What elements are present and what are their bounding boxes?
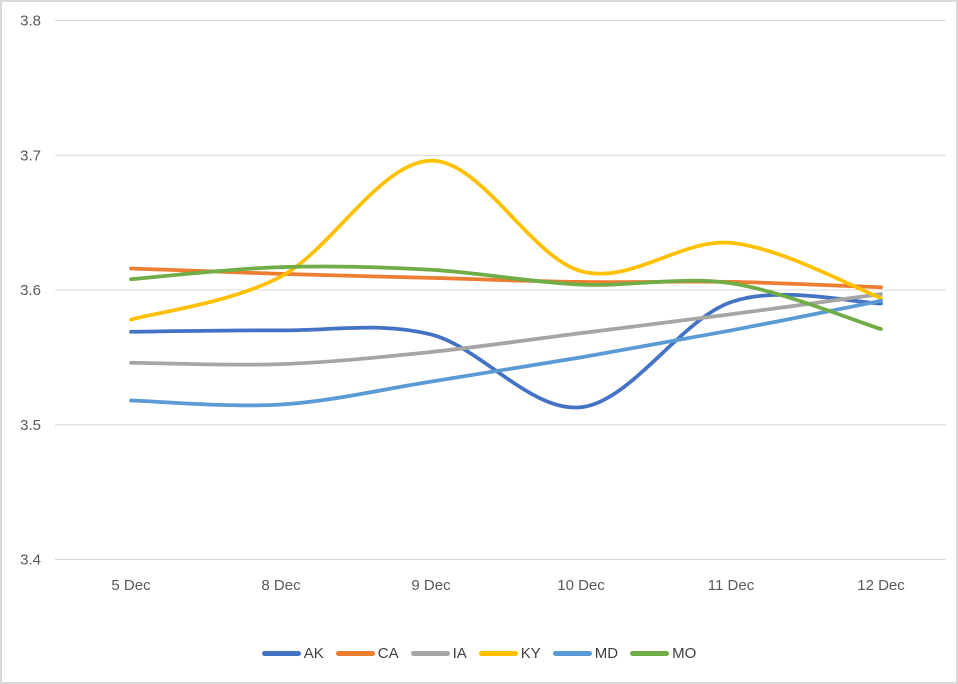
series-line-ca bbox=[129, 266, 883, 290]
legend-line-swatch-ca bbox=[335, 650, 375, 656]
y-axis-tick-labels: 3.4 3.5 3.6 3.7 3.8 bbox=[20, 13, 41, 569]
y-tick-label: 3.8 bbox=[20, 13, 41, 30]
x-tick-label: 12 Dec bbox=[857, 577, 905, 594]
x-tick-label: 9 Dec bbox=[411, 577, 451, 594]
legend-label: IA bbox=[452, 644, 467, 662]
x-tick-label: 8 Dec bbox=[261, 577, 301, 594]
legend-line-swatch-ky bbox=[478, 650, 518, 656]
legend-line-swatch-ak bbox=[261, 650, 301, 656]
legend-item-mo[interactable]: MO bbox=[630, 646, 696, 661]
y-tick-label: 3.4 bbox=[20, 552, 41, 569]
x-axis-tick-labels: 5 Dec 8 Dec 9 Dec 10 Dec 11 Dec 12 Dec bbox=[111, 577, 905, 594]
legend-item-md[interactable]: MD bbox=[552, 644, 619, 662]
legend-label: CA bbox=[377, 644, 399, 662]
x-tick-label: 10 Dec bbox=[557, 577, 605, 594]
y-tick-label: 3.7 bbox=[20, 147, 41, 164]
x-tick-label: 11 Dec bbox=[708, 577, 755, 594]
x-tick-label: 5 Dec bbox=[111, 577, 151, 594]
legend-line-swatch-ia bbox=[410, 650, 450, 656]
y-tick-label: 3.6 bbox=[20, 282, 41, 299]
legend-item-ak[interactable]: AK bbox=[261, 644, 324, 662]
series-line-ky bbox=[129, 158, 883, 322]
legend-label: MD bbox=[594, 644, 619, 662]
legend-item-ia[interactable]: IA bbox=[410, 644, 467, 662]
legend-label: KY bbox=[520, 644, 541, 662]
gridlines bbox=[55, 20, 946, 560]
chart-legend: AK CA IA KY MD MO bbox=[2, 640, 956, 666]
series-line-mo bbox=[129, 264, 883, 331]
legend-label: AK bbox=[303, 644, 324, 662]
series-line-md bbox=[129, 298, 883, 408]
series-line-ia bbox=[129, 292, 883, 367]
legend-item-ky[interactable]: KY bbox=[478, 644, 541, 662]
series-lines bbox=[129, 158, 883, 410]
legend-label: MO bbox=[672, 644, 697, 662]
legend-line-swatch-md bbox=[552, 650, 592, 656]
legend-item-ca[interactable]: CA bbox=[335, 644, 399, 662]
y-tick-label: 3.5 bbox=[20, 417, 41, 434]
legend-line-swatch-mo bbox=[630, 650, 670, 656]
series-line-ak bbox=[129, 292, 883, 410]
